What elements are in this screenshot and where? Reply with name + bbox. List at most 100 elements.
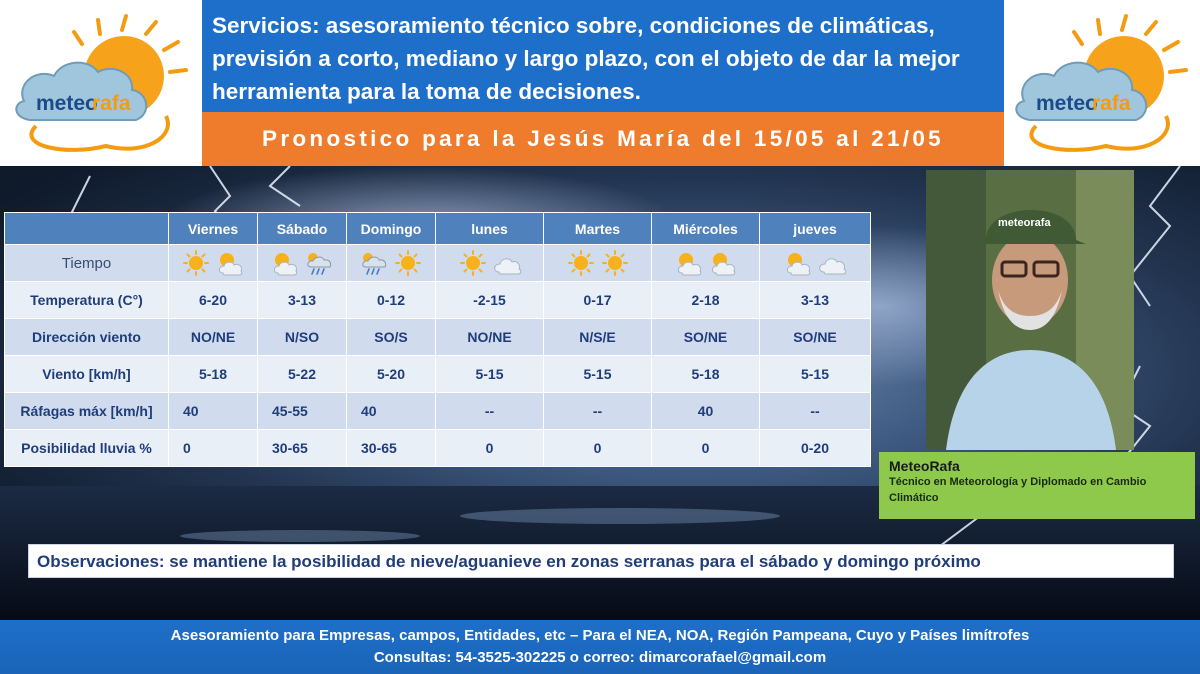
table-cell: SO/NE xyxy=(651,318,760,356)
header: meteo rafa Servicios: asesoramiento técn… xyxy=(0,0,1200,166)
row-label: Viento [km/h] xyxy=(4,355,169,393)
table-cell: -- xyxy=(435,392,544,430)
table-cell: 3-13 xyxy=(257,281,347,319)
table-cell: 0-12 xyxy=(346,281,436,319)
cloud-icon xyxy=(492,249,522,277)
day-header: Miércoles xyxy=(651,212,760,245)
day-header: lunes xyxy=(435,212,544,245)
forecast-table: Viernes Sábado Domingo lunes Martes Miér… xyxy=(4,212,871,467)
table-cell: 5-15 xyxy=(543,355,652,393)
day-header: Martes xyxy=(543,212,652,245)
table-cell: SO/S xyxy=(346,318,436,356)
table-cell: -- xyxy=(759,392,871,430)
profile-name: MeteoRafa xyxy=(889,458,960,474)
profile-photo: meteorafa xyxy=(926,170,1134,450)
footer: Asesoramiento para Empresas, campos, Ent… xyxy=(0,620,1200,674)
day-header: Sábado xyxy=(257,212,347,245)
person-photo-icon: meteorafa xyxy=(926,170,1134,450)
table-cell: NO/NE xyxy=(435,318,544,356)
svg-text:rafa: rafa xyxy=(1092,92,1131,115)
table-cell: SO/NE xyxy=(759,318,871,356)
svg-text:rafa: rafa xyxy=(92,92,131,115)
svg-text:meteo: meteo xyxy=(1036,92,1098,115)
weather-cell xyxy=(651,244,760,282)
sun-icon xyxy=(393,249,423,277)
row-label: Temperatura (C°) xyxy=(4,281,169,319)
table-cell: 30-65 xyxy=(257,429,347,467)
services-text: Servicios: asesoramiento técnico sobre, … xyxy=(212,13,960,104)
row-label: Posibilidad lluvia % xyxy=(4,429,169,467)
sun-icon xyxy=(181,249,211,277)
profile-caption: MeteoRafa Técnico en Meteorología y Dipl… xyxy=(879,452,1195,519)
table-cell: 0 xyxy=(651,429,760,467)
table-cell: 30-65 xyxy=(346,429,436,467)
table-row: Temperatura (C°) 6-20 3-13 0-12 -2-15 0-… xyxy=(4,281,871,319)
table-cell: 45-55 xyxy=(257,392,347,430)
row-label: Dirección viento xyxy=(4,318,169,356)
row-label: Ráfagas máx [km/h] xyxy=(4,392,169,430)
meteorafa-logo-right: meteo rafa xyxy=(1006,6,1196,156)
day-header: Domingo xyxy=(346,212,436,245)
footer-services-line: Asesoramiento para Empresas, campos, Ent… xyxy=(170,627,1030,644)
table-cell: 0 xyxy=(543,429,652,467)
sun-icon xyxy=(458,249,488,277)
table-cell: 5-15 xyxy=(435,355,544,393)
cloud-icon xyxy=(817,249,847,277)
table-cell: -- xyxy=(543,392,652,430)
sun-icon xyxy=(566,249,596,277)
table-row: Ráfagas máx [km/h] 40 45-55 40 -- -- 40 … xyxy=(4,392,871,430)
table-cell: -2-15 xyxy=(435,281,544,319)
table-cell: 5-18 xyxy=(651,355,760,393)
sun-icon xyxy=(600,249,630,277)
partly-cloudy-icon xyxy=(783,249,813,277)
day-header: jueves xyxy=(759,212,871,245)
table-cell: 0-20 xyxy=(759,429,871,467)
weather-cell xyxy=(435,244,544,282)
svg-text:meteo: meteo xyxy=(36,92,98,115)
observations-box: Observaciones: se mantiene la posibilida… xyxy=(28,544,1174,578)
sun-cloud-logo-icon: meteo rafa xyxy=(15,14,188,152)
table-cell: 5-15 xyxy=(759,355,871,393)
table-cell: 5-22 xyxy=(257,355,347,393)
weather-cell xyxy=(759,244,871,282)
table-cell: 2-18 xyxy=(651,281,760,319)
table-cell: 5-20 xyxy=(346,355,436,393)
forecast-title: Pronostico para la Jesús María del 15/05… xyxy=(202,112,1004,166)
partly-cloudy-icon xyxy=(674,249,704,277)
table-cell: N/S/E xyxy=(543,318,652,356)
table-row: Viento [km/h] 5-18 5-22 5-20 5-15 5-15 5… xyxy=(4,355,871,393)
day-header: Viernes xyxy=(168,212,258,245)
services-banner: Servicios: asesoramiento técnico sobre, … xyxy=(202,0,1004,112)
table-cell: 5-18 xyxy=(168,355,258,393)
table-cell: NO/NE xyxy=(168,318,258,356)
partly-cloudy-icon xyxy=(708,249,738,277)
table-cell: 0 xyxy=(435,429,544,467)
partly-cloudy-icon xyxy=(215,249,245,277)
table-header-row: Viernes Sábado Domingo lunes Martes Miér… xyxy=(4,212,871,245)
rain-icon xyxy=(304,249,334,277)
weather-cell xyxy=(346,244,436,282)
rain-icon xyxy=(359,249,389,277)
table-cell: 40 xyxy=(651,392,760,430)
table-cell: 3-13 xyxy=(759,281,871,319)
profile-description: Técnico en Meteorología y Diplomado en C… xyxy=(889,476,1147,504)
table-cell: 0 xyxy=(168,429,258,467)
table-cell: 0-17 xyxy=(543,281,652,319)
weather-cell xyxy=(543,244,652,282)
partly-cloudy-icon xyxy=(270,249,300,277)
meteorafa-logo-left: meteo rafa xyxy=(6,6,196,156)
row-label: Tiempo xyxy=(4,244,169,282)
table-cell: 40 xyxy=(168,392,258,430)
weather-cell xyxy=(168,244,258,282)
table-corner-cell xyxy=(4,212,169,245)
sun-cloud-logo-icon: meteo rafa xyxy=(1015,14,1188,152)
footer-contact-line: Consultas: 54-3525-302225 o correo: dima… xyxy=(373,649,827,666)
weather-cell xyxy=(257,244,347,282)
table-cell: 40 xyxy=(346,392,436,430)
svg-text:meteorafa: meteorafa xyxy=(998,217,1051,229)
table-row-weather: Tiempo xyxy=(4,244,871,282)
table-row: Posibilidad lluvia % 0 30-65 30-65 0 0 0… xyxy=(4,429,871,467)
table-cell: N/SO xyxy=(257,318,347,356)
table-cell: 6-20 xyxy=(168,281,258,319)
table-row: Dirección viento NO/NE N/SO SO/S NO/NE N… xyxy=(4,318,871,356)
